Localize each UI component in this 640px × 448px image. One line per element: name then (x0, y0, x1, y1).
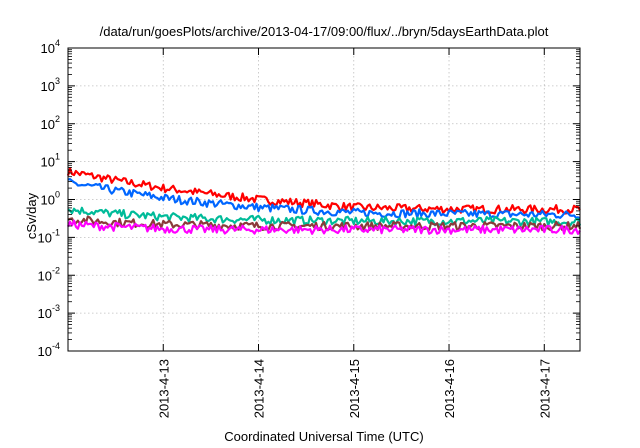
chart-title: /data/run/goesPlots/archive/2013-04-17/0… (100, 24, 549, 39)
x-axis-label: Coordinated Universal Time (UTC) (224, 429, 423, 444)
series-group (66, 167, 582, 235)
y-tick-label: 102 (41, 114, 60, 132)
x-tick-label: 2013-4-17 (537, 359, 552, 418)
y-tick-label: 10-4 (38, 341, 60, 359)
y-tick-label: 100 (41, 190, 60, 208)
plot-frame (67, 47, 581, 352)
y-tick-label: 10-1 (38, 227, 60, 245)
x-tick-label: 2013-4-15 (347, 359, 362, 418)
x-tick-label: 2013-4-14 (252, 359, 267, 418)
y-tick-label: 104 (41, 38, 60, 56)
x-tick-labels: 2013-4-13 2013-4-14 2013-4-15 2013-4-16 2013… (156, 359, 552, 418)
y-tick-label: 10-2 (38, 265, 60, 283)
y-tick-labels: 10-4 10-3 10-2 10-1 100 101 102 103 104 (38, 38, 60, 359)
axes (67, 47, 581, 352)
y-tick-label: 10-3 (38, 303, 60, 321)
series-line-5 (66, 219, 581, 235)
x-tick-label: 2013-4-16 (442, 359, 457, 418)
series-line-4 (67, 215, 582, 232)
series-line-1 (66, 167, 581, 215)
x-tick-label: 2013-4-13 (156, 359, 171, 418)
y-tick-label: 103 (41, 76, 60, 94)
y-axis-label: cSv/day (24, 192, 39, 239)
grid-lines (68, 48, 580, 351)
y-tick-label: 101 (41, 152, 60, 170)
